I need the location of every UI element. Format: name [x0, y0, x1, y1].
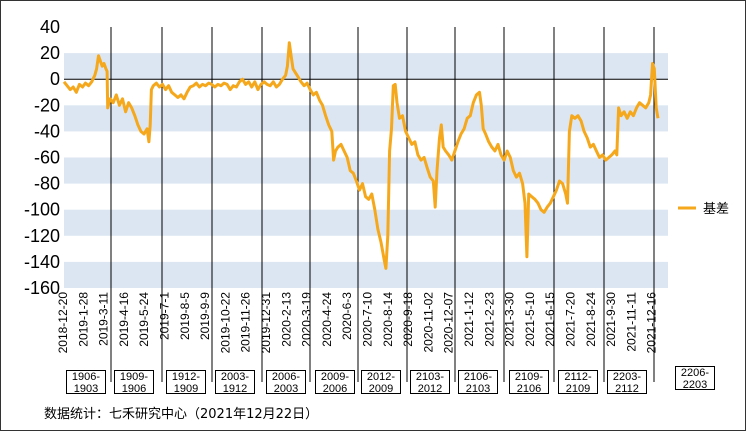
y-tick-label: -40	[34, 121, 60, 141]
x-tick-label: 2021-8-24	[584, 292, 598, 347]
contract-label: 2206- 2203	[675, 366, 715, 391]
x-tick-label: 2019-8-5	[178, 292, 192, 340]
grid-band	[64, 157, 668, 184]
x-tick-label: 2021-5-10	[523, 292, 537, 347]
x-tick-label: 2020-4-24	[320, 292, 334, 347]
x-tick-label: 2020-11-02	[421, 292, 435, 353]
x-tick-label: 2021-11-11	[624, 292, 638, 352]
x-tick-label: 2020-9-18	[401, 292, 415, 347]
x-tick-label: 2020-8-14	[381, 292, 395, 347]
contract-label: 2106- 2103	[458, 370, 498, 395]
contract-label: 2203- 2112	[607, 370, 647, 395]
x-tick-label: 2019-11-26	[239, 292, 253, 353]
y-tick-label: 0	[50, 69, 60, 89]
contract-label: 1912- 1909	[166, 370, 206, 395]
x-tick-label: 2020-12-07	[442, 292, 456, 354]
x-tick-label: 2019-4-16	[117, 292, 131, 347]
contract-label: 1906- 1903	[66, 370, 106, 395]
x-tick-label: 2019-10-22	[218, 292, 232, 354]
y-tick-label: -120	[24, 226, 60, 246]
y-tick-label: -60	[34, 148, 60, 168]
x-tick-label: 2021-2-23	[482, 292, 496, 347]
y-tick-label: -80	[34, 174, 60, 194]
contract-label: 1909- 1906	[114, 370, 154, 395]
legend-label: 基差	[703, 201, 729, 216]
grid-band	[64, 53, 668, 80]
x-tick-label: 2020-2-13	[279, 292, 293, 347]
contract-label: 2109- 2106	[509, 370, 549, 395]
x-tick-label: 2019-5-24	[137, 292, 151, 347]
contract-label: 2103- 2012	[410, 370, 450, 395]
contract-label: 2003- 1912	[215, 370, 255, 395]
x-tick-label: 2019-1-28	[76, 292, 90, 347]
y-tick-label: -100	[24, 200, 60, 220]
x-tick-label: 2021-9-30	[604, 292, 618, 347]
contract-label: 2009- 2006	[315, 370, 355, 395]
x-tick-label: 2020-3-19	[300, 292, 314, 347]
y-tick-label: -140	[24, 252, 60, 272]
x-tick-label: 2020-6-3	[340, 292, 354, 340]
x-tick-label: 2020-7-10	[361, 292, 375, 347]
basis-series-line	[62, 41, 660, 270]
x-tick-label: 2021-6-15	[543, 292, 557, 347]
x-tick-label: 2018-12-20	[56, 292, 70, 354]
x-tick-label: 2019-9-9	[198, 292, 212, 340]
x-tick-label: 2021-7-20	[564, 292, 578, 347]
x-tick-label: 2019-12-31	[259, 292, 273, 354]
grid-band	[64, 209, 668, 236]
y-tick-label: -20	[34, 95, 60, 115]
y-tick-label: -160	[24, 278, 60, 298]
contract-label: 2112- 2109	[558, 370, 598, 395]
grid-band	[64, 105, 668, 132]
x-tick-label: 2021-12-16	[645, 292, 659, 354]
grid-band	[64, 261, 668, 288]
contract-label: 2006- 2003	[266, 370, 306, 395]
y-tick-label: 40	[40, 17, 60, 37]
x-tick-label: 2021-1-12	[462, 292, 476, 347]
contract-label: 2012- 2009	[361, 370, 401, 395]
x-tick-label: 2021-3-30	[503, 292, 517, 347]
x-tick-label: 2019-7-1	[158, 292, 172, 340]
source-note: 数据统计：七禾研究中心（2021年12月22日）	[44, 407, 319, 422]
x-tick-label: 2019-3-11	[97, 292, 111, 346]
y-tick-label: 20	[40, 43, 60, 63]
